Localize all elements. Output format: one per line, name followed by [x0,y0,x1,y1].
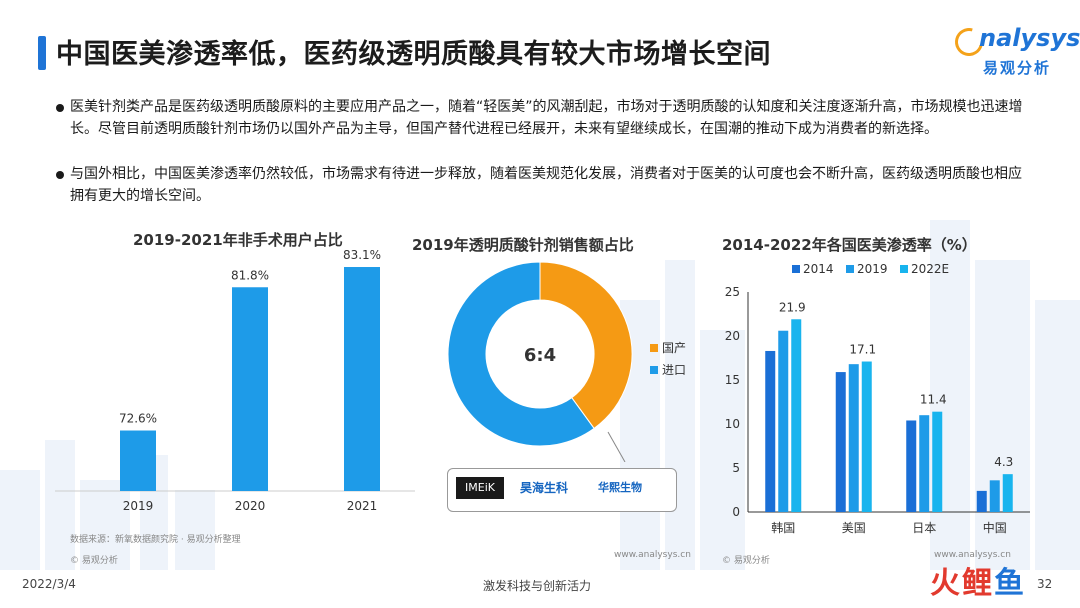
chart2-title: 2019年透明质酸针剂销售额占比 [412,236,634,254]
watermark-logo-red: 火鲤 [930,566,994,601]
bullet-paragraph: 与国外相比，中国医美渗透率仍然较低，市场需求有待进一步释放，随着医美规范化发展，… [56,163,1030,207]
data-label: 17.1 [849,343,876,357]
bar [120,430,156,491]
bar [848,364,859,512]
bar [344,267,380,491]
callout-line [607,431,626,462]
bar [778,330,789,512]
title-accent-bar [38,36,46,70]
data-label: 4.3 [994,455,1013,469]
y-tick-label: 25 [725,285,740,299]
non-surgical-share-chart: 72.6% 2019 81.8% 2020 83.1% 2021 [55,248,415,513]
bar [835,372,846,512]
page-title: 中国医美渗透率低，医药级透明质酸具有较大市场增长空间 [56,39,771,70]
aesthetic-penetration-chart: 0 5 10 15 20 25 21.9 韩国 17.1 美国 11.4 日本 4.3 中国 2014 201… [725,262,1030,535]
logo-chinese: 易观分析 [983,59,1052,77]
copyright-right: © 易观分析 [722,556,770,566]
bullet-text: 医美针剂类产品是医药级透明质酸原料的主要应用产品之一，随着“轻医美”的风潮刮起，… [70,99,1023,137]
bloomage-logo: 华熙生物 [598,481,642,494]
analysys-logo: nalysys 易观分析 [949,22,1080,84]
bar [232,287,268,491]
y-tick-label: 15 [725,373,740,387]
bullet-dot-icon [56,171,64,179]
y-tick-label: 0 [732,505,740,519]
data-label: 21.9 [779,300,806,314]
y-tick-label: 5 [732,461,740,475]
y-tick-label: 10 [725,417,740,431]
bar [919,415,930,512]
logo-wordmark: nalysys [979,24,1080,52]
x-tick-label: 日本 [912,521,936,535]
bar [1002,474,1013,512]
copyright-left: © 易观分析 [70,556,118,566]
footer-date: 2022/3/4 [22,577,76,591]
imeik-logo: IMEiK [456,477,504,499]
brand-logos-box: IMEiK 昊海生科 华熙生物 [447,468,677,512]
page-number: 32 [1037,577,1053,591]
website-right: www.analysys.cn [934,550,1011,560]
x-tick-label: 韩国 [771,520,795,535]
bar [861,361,872,512]
legend-swatch [792,265,800,273]
chart3-title: 2014-2022年各国医美渗透率（%） [722,236,977,254]
x-tick-label: 2019 [123,499,154,513]
legend-swatch [900,265,908,273]
chart1-title: 2019-2021年非手术用户占比 [133,231,343,249]
x-tick-label: 2020 [235,499,266,513]
bar [765,350,776,512]
x-tick-label: 2021 [347,499,378,513]
data-label: 11.4 [920,393,947,407]
legend-swatch [650,366,658,374]
donut-slice [447,262,595,447]
bar [932,411,943,512]
y-tick-label: 20 [725,329,740,343]
legend-swatch [846,265,854,273]
bullet-dot-icon [56,104,64,112]
watermark-logo: 火鲤鱼 [930,558,1026,602]
data-label: 81.8% [231,268,269,282]
legend-label: 2014 [803,262,834,276]
data-label: 72.6% [119,412,157,426]
legend-label: 2019 [857,262,888,276]
legend-label: 进口 [662,363,686,377]
x-tick-label: 美国 [842,521,866,535]
bullet-paragraph: 医美针剂类产品是医药级透明质酸原料的主要应用产品之一，随着“轻医美”的风潮刮起，… [56,96,1030,140]
bar [976,490,987,512]
bar [989,480,1000,512]
haohai-logo: 昊海生科 [520,481,569,495]
legend-label: 国产 [662,341,686,355]
legend-swatch [650,344,658,352]
bar [791,319,802,512]
footer-slogan: 激发科技与创新活力 [483,579,592,593]
bullet-text: 与国外相比，中国医美渗透率仍然较低，市场需求有待进一步释放，随着医美规范化发展，… [70,166,1022,204]
x-tick-label: 中国 [983,520,1007,535]
data-label: 83.1% [343,248,381,262]
bar [906,420,917,512]
donut-slice [539,262,633,430]
legend-label: 2022E [911,262,949,276]
website-left: www.analysys.cn [614,550,691,560]
watermark-logo-blue: 鱼 [994,566,1026,601]
source-note: 数据来源：新氧数据颜究院 · 易观分析整理 [70,535,241,545]
donut-center-label: 6:4 [524,345,556,366]
